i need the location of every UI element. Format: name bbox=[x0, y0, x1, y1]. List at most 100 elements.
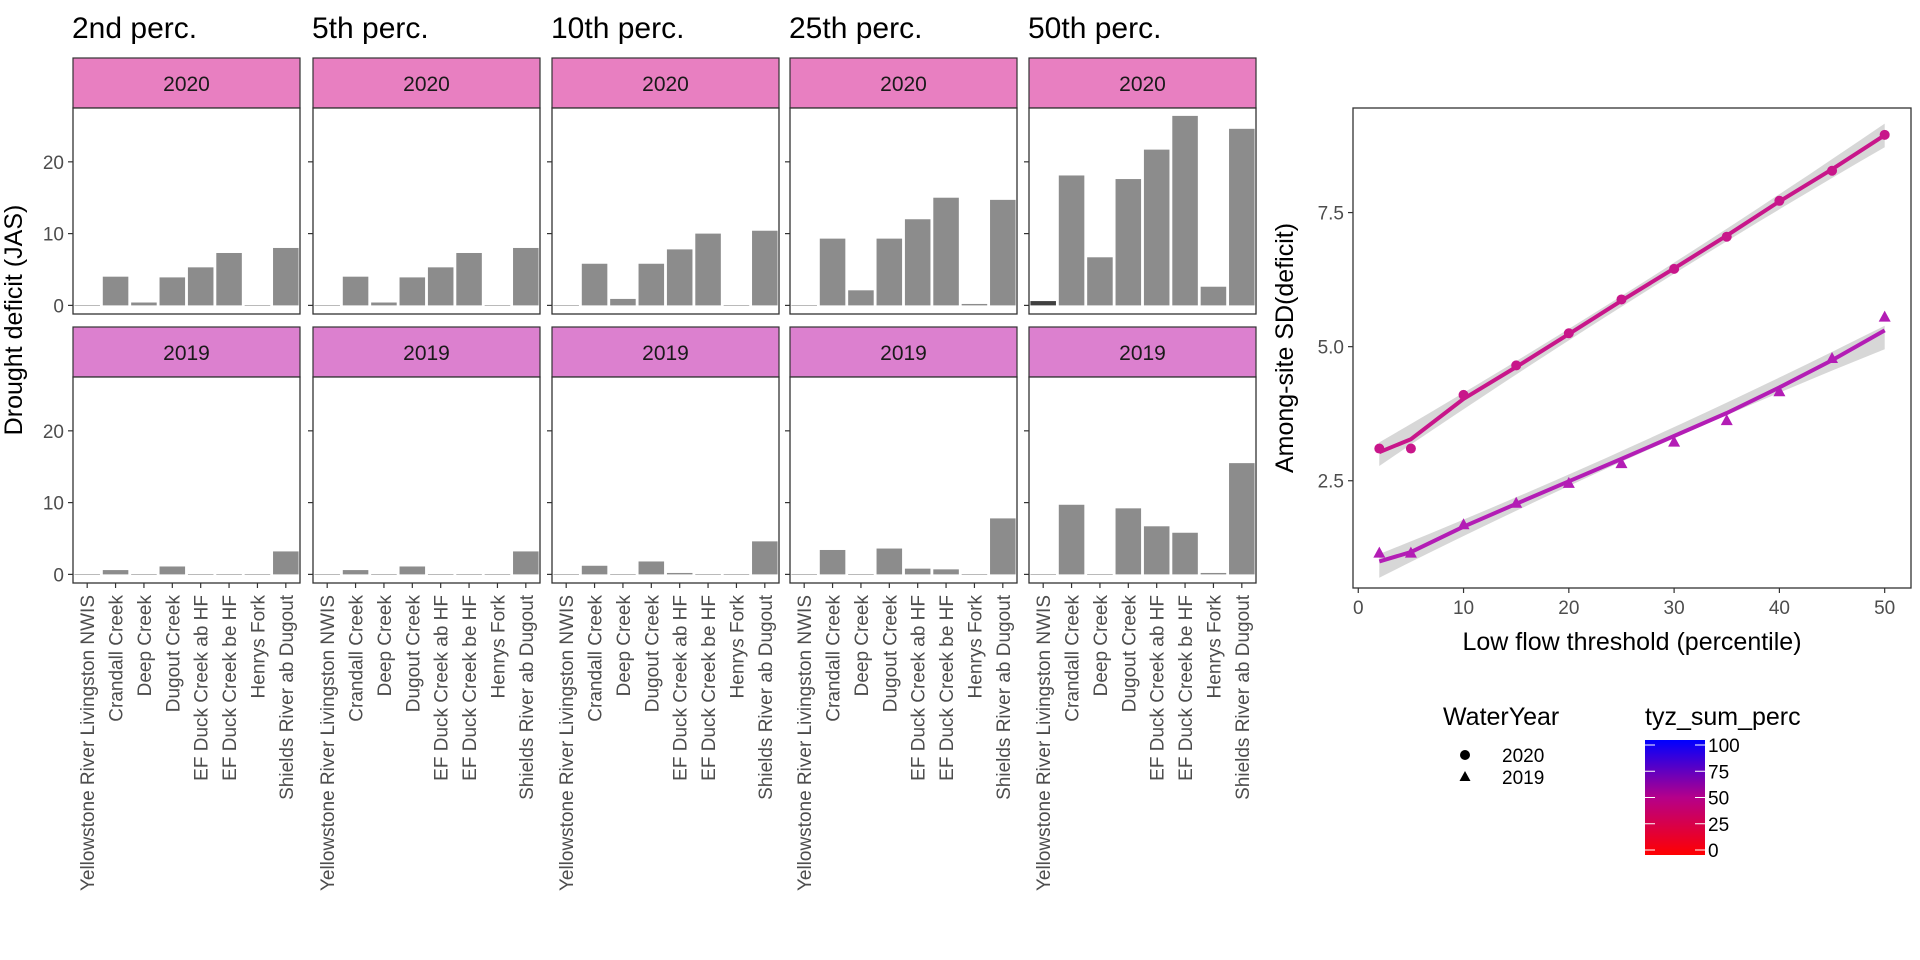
panel-border bbox=[1028, 107, 1257, 315]
x-tick-label: Crandall Creek bbox=[1063, 595, 1084, 722]
x-axis-title: Low flow threshold (percentile) bbox=[1462, 628, 1801, 656]
bar bbox=[342, 570, 369, 575]
facet-strip-label: 2020 bbox=[1119, 73, 1166, 96]
x-tick-label: Dugout Creek bbox=[642, 595, 663, 713]
bar bbox=[342, 276, 369, 306]
bar bbox=[666, 572, 693, 575]
bar bbox=[638, 263, 665, 306]
bar bbox=[456, 252, 482, 306]
panel-border bbox=[72, 376, 301, 584]
data-point bbox=[1511, 360, 1522, 371]
bar bbox=[314, 305, 340, 306]
bar bbox=[1115, 179, 1142, 306]
facet-strip bbox=[1028, 57, 1257, 109]
bar bbox=[273, 247, 299, 306]
bar bbox=[904, 219, 931, 306]
bar bbox=[1087, 574, 1113, 575]
facet-strip bbox=[72, 326, 301, 378]
panel-title: 5th perc. bbox=[312, 12, 429, 45]
bar bbox=[314, 574, 340, 575]
x-tick-label: EF Duck Creek be HF bbox=[699, 595, 720, 781]
x-tick-label: EF Duck Creek be HF bbox=[460, 595, 481, 781]
bar bbox=[216, 252, 242, 306]
facet-strip bbox=[312, 326, 541, 378]
bar bbox=[131, 574, 157, 575]
bar bbox=[273, 551, 299, 575]
x-tick-label: Yellowstone River Livingston NWIS bbox=[557, 595, 578, 891]
data-point bbox=[1615, 457, 1628, 469]
data-point bbox=[1668, 435, 1681, 447]
facet-strip-label: 2019 bbox=[403, 342, 450, 365]
data-point bbox=[1721, 231, 1732, 242]
x-tick-label: EF Duck Creek ab HF bbox=[192, 595, 213, 781]
x-tick-label: Deep Creek bbox=[1091, 595, 1112, 697]
bar bbox=[1143, 526, 1170, 575]
x-tick-label: Henrys Fork bbox=[248, 595, 269, 699]
legend-item-label: 2020 bbox=[1502, 746, 1544, 767]
bar bbox=[244, 305, 271, 306]
x-tick-label: Deep Creek bbox=[375, 595, 396, 697]
facet-strip-label: 2019 bbox=[1119, 342, 1166, 365]
bar bbox=[961, 303, 988, 306]
data-point bbox=[1373, 546, 1386, 558]
panel-border bbox=[789, 376, 1018, 584]
bar bbox=[131, 302, 157, 306]
colorbar-tick-label: 100 bbox=[1708, 736, 1740, 757]
x-tick-label: Crandall Creek bbox=[586, 595, 607, 722]
bar bbox=[1200, 572, 1227, 575]
x-tick-label: 30 bbox=[1664, 598, 1685, 619]
bar bbox=[187, 267, 214, 306]
x-tick-label: EF Duck Creek be HF bbox=[1176, 595, 1197, 781]
y-tick-label: 2.5 bbox=[1318, 472, 1344, 493]
legend-item-label: 2019 bbox=[1502, 768, 1544, 789]
data-point bbox=[1458, 389, 1469, 400]
facet-strip-label: 2020 bbox=[642, 73, 689, 96]
x-tick-label: Deep Creek bbox=[614, 595, 635, 697]
panel-background bbox=[313, 377, 540, 583]
facet-strip bbox=[72, 57, 301, 109]
bar bbox=[244, 574, 271, 575]
facet-strip bbox=[789, 326, 1018, 378]
panel-border bbox=[72, 107, 301, 315]
bar bbox=[752, 541, 778, 575]
bar bbox=[513, 247, 539, 306]
y-tick-label: 20 bbox=[43, 153, 64, 174]
bar bbox=[876, 238, 903, 306]
bar bbox=[1030, 301, 1056, 306]
bar bbox=[159, 277, 186, 306]
bar bbox=[371, 574, 397, 575]
colorbar-tick-label: 25 bbox=[1708, 815, 1729, 836]
data-point bbox=[1510, 496, 1523, 508]
x-tick-label: 20 bbox=[1558, 598, 1579, 619]
data-point bbox=[1457, 518, 1470, 530]
bar bbox=[456, 574, 482, 575]
x-tick-label: EF Duck Creek be HF bbox=[937, 595, 958, 781]
data-point bbox=[1404, 546, 1417, 558]
x-tick-label: Deep Creek bbox=[852, 595, 873, 697]
bar bbox=[581, 263, 608, 306]
panel-title: 25th perc. bbox=[789, 12, 922, 45]
x-tick-label: Dugout Creek bbox=[163, 595, 184, 713]
x-tick-label: EF Duck Creek ab HF bbox=[432, 595, 453, 781]
bar bbox=[961, 574, 988, 575]
x-tick-label: Henrys Fork bbox=[1204, 595, 1225, 699]
bar bbox=[848, 290, 874, 306]
panel-background bbox=[552, 377, 779, 583]
x-tick-label: Dugout Creek bbox=[1119, 595, 1140, 713]
bar bbox=[990, 518, 1016, 575]
bar bbox=[1058, 504, 1085, 575]
facet-strip-label: 2020 bbox=[163, 73, 210, 96]
panel-border bbox=[551, 376, 780, 584]
x-tick-label: Yellowstone River Livingston NWIS bbox=[318, 595, 339, 891]
x-tick-label: Henrys Fork bbox=[727, 595, 748, 699]
bar bbox=[399, 277, 426, 306]
bar bbox=[216, 574, 242, 575]
x-tick-label: Dugout Creek bbox=[403, 595, 424, 713]
bar bbox=[159, 566, 186, 575]
data-point bbox=[1720, 414, 1733, 426]
bar bbox=[102, 570, 129, 575]
bar bbox=[399, 566, 426, 575]
bar bbox=[638, 561, 665, 575]
bar bbox=[484, 574, 511, 575]
y-axis-title: Among-site SD(deficit) bbox=[1271, 223, 1299, 473]
